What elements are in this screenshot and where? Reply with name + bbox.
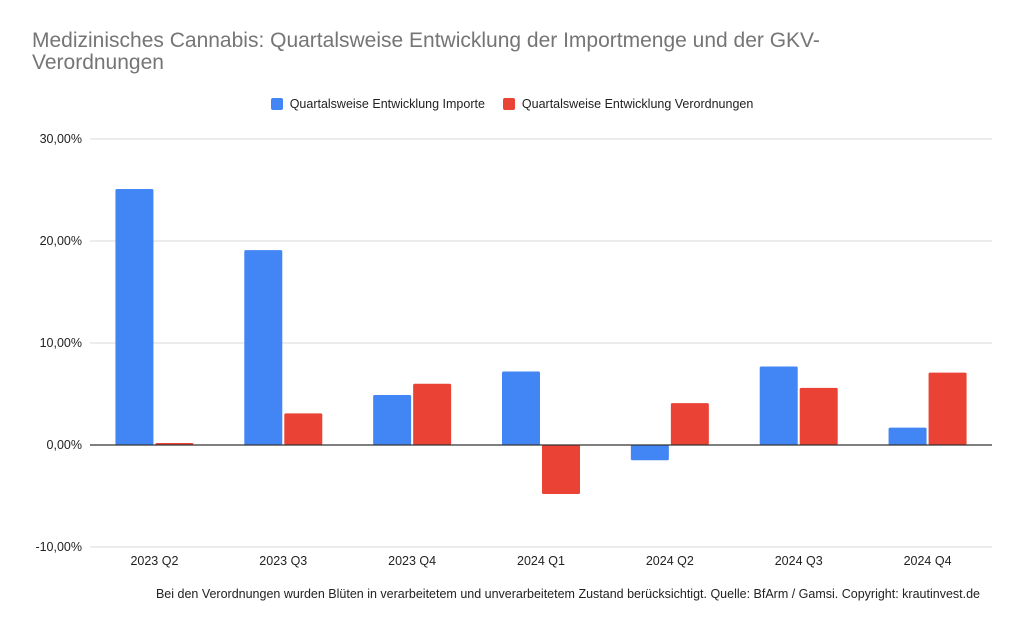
x-tick-label-3: 2024 Q1 bbox=[517, 554, 565, 568]
legend-swatch-importe bbox=[270, 98, 283, 110]
x-tick-label-1: 2023 Q3 bbox=[259, 554, 307, 568]
chart-footnote: Bei den Verordnungen wurden Blüten in ve… bbox=[155, 587, 980, 601]
y-tick-label-1: 0,00% bbox=[47, 438, 82, 452]
bar-verordnungen-2 bbox=[413, 383, 452, 445]
bar-importe-3 bbox=[502, 371, 540, 445]
bar-verordnungen-3 bbox=[542, 445, 580, 494]
chart-title: Medizinisches Cannabis: Quartalsweise En… bbox=[32, 29, 820, 74]
x-tick-label-2: 2023 Q4 bbox=[388, 554, 436, 568]
bar-importe-2 bbox=[373, 395, 412, 445]
x-tick-label-5: 2024 Q3 bbox=[775, 554, 823, 568]
legend-label-importe: Quartalsweise Entwicklung Importe bbox=[289, 97, 485, 111]
y-tick-label-0: -10,00% bbox=[35, 540, 82, 554]
bar-importe-6 bbox=[888, 427, 927, 445]
bar-verordnungen-5 bbox=[799, 387, 838, 445]
legend-swatch-verordnungen bbox=[502, 98, 515, 110]
bar-importe-0 bbox=[115, 188, 154, 446]
y-tick-label-2: 10,00% bbox=[40, 336, 82, 350]
bar-verordnungen-6 bbox=[928, 372, 967, 445]
y-tick-label-4: 30,00% bbox=[40, 132, 82, 146]
bar-importe-1 bbox=[244, 250, 283, 445]
legend-item-verordnungen[interactable]: Quartalsweise Entwicklung Verordnungen bbox=[502, 97, 754, 111]
legend-label-verordnungen: Quartalsweise Entwicklung Verordnungen bbox=[521, 97, 754, 111]
bar-importe-4 bbox=[630, 445, 669, 461]
bar-verordnungen-1 bbox=[284, 413, 323, 445]
legend-item-importe[interactable]: Quartalsweise Entwicklung Importe bbox=[270, 97, 485, 111]
x-tick-label-6: 2024 Q4 bbox=[904, 554, 952, 568]
bar-verordnungen-4 bbox=[670, 403, 709, 445]
x-tick-label-0: 2023 Q2 bbox=[130, 554, 178, 568]
x-tick-label-4: 2024 Q2 bbox=[646, 554, 694, 568]
bar-importe-5 bbox=[759, 366, 798, 445]
y-tick-label-3: 20,00% bbox=[40, 234, 82, 248]
legend: Quartalsweise Entwicklung Importe Quarta… bbox=[0, 94, 1024, 114]
